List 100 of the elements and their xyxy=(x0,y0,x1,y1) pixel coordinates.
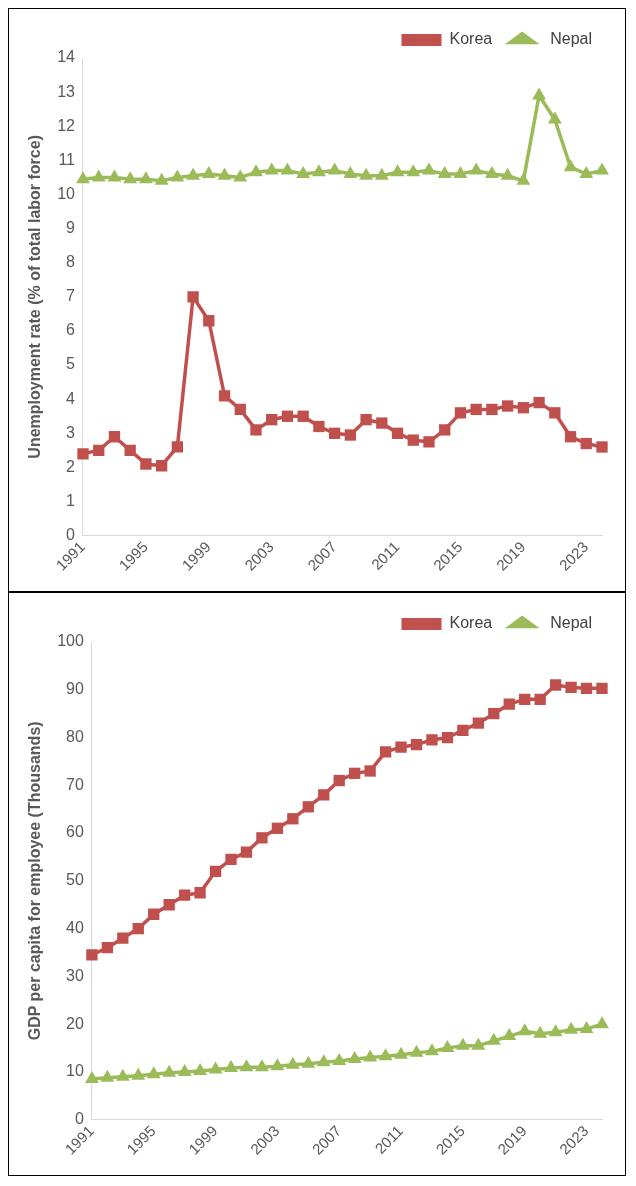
point xyxy=(394,1046,408,1059)
point xyxy=(285,1056,300,1069)
point xyxy=(469,162,484,175)
point xyxy=(250,424,262,436)
point xyxy=(533,396,545,409)
point xyxy=(532,87,547,100)
point xyxy=(171,441,184,453)
legend-label: Nepal xyxy=(550,614,593,632)
point xyxy=(595,1016,609,1029)
point xyxy=(316,1054,331,1067)
point xyxy=(100,1069,115,1082)
y-tick-label: 20 xyxy=(66,1014,84,1032)
point xyxy=(454,407,467,419)
point xyxy=(534,693,546,705)
point xyxy=(549,679,562,691)
point xyxy=(178,889,191,901)
y-tick-label: 6 xyxy=(66,321,76,339)
y-tick-label: 60 xyxy=(66,823,84,841)
point xyxy=(117,932,129,944)
point xyxy=(457,724,469,737)
y-tick-label: 2 xyxy=(66,457,76,475)
point xyxy=(547,111,562,124)
point xyxy=(500,167,515,180)
point xyxy=(187,291,199,303)
point xyxy=(280,162,295,175)
point xyxy=(349,767,361,780)
y-tick-label: 0 xyxy=(66,526,76,544)
point xyxy=(240,846,253,858)
y-tick-label: 3 xyxy=(66,423,76,441)
point xyxy=(596,682,608,694)
point xyxy=(374,167,389,180)
point xyxy=(564,1021,579,1034)
point xyxy=(596,441,608,453)
y-tick-label: 14 xyxy=(57,48,76,66)
point xyxy=(208,1061,223,1074)
point xyxy=(193,1062,208,1075)
point xyxy=(301,1055,316,1068)
y-tick-label: 12 xyxy=(57,116,76,134)
point xyxy=(519,693,531,705)
point xyxy=(410,739,423,751)
y-tick-label: 10 xyxy=(66,1062,84,1080)
legend-label: Korea xyxy=(449,30,493,48)
point xyxy=(186,167,201,180)
point xyxy=(233,169,248,182)
point xyxy=(209,865,222,877)
point xyxy=(255,1059,269,1072)
point xyxy=(318,789,330,801)
point xyxy=(217,167,232,180)
y-tick-label: 0 xyxy=(74,1110,84,1128)
point xyxy=(344,429,357,441)
point xyxy=(225,853,237,865)
point xyxy=(472,717,484,729)
point xyxy=(296,166,311,179)
point xyxy=(549,407,561,419)
point xyxy=(423,436,435,448)
y-tick-label: 1 xyxy=(66,491,76,509)
point xyxy=(533,1025,548,1038)
point xyxy=(271,822,284,834)
point xyxy=(302,801,314,813)
point xyxy=(517,1023,532,1036)
point xyxy=(563,159,578,172)
point xyxy=(364,765,376,777)
point xyxy=(194,887,206,899)
point xyxy=(409,1044,424,1057)
point xyxy=(579,166,594,179)
point xyxy=(376,417,388,429)
point xyxy=(218,390,231,402)
y-tick-label: 90 xyxy=(66,680,84,698)
point xyxy=(437,166,452,179)
point xyxy=(486,1032,501,1045)
y-tick-label: 5 xyxy=(66,355,76,373)
point xyxy=(313,420,325,433)
point xyxy=(249,164,263,177)
point xyxy=(363,1049,378,1062)
point xyxy=(439,424,451,436)
point xyxy=(359,167,374,180)
point xyxy=(379,746,392,758)
point xyxy=(517,402,530,414)
point xyxy=(256,832,268,844)
point xyxy=(391,427,404,439)
point xyxy=(311,164,326,177)
point xyxy=(297,410,309,422)
point xyxy=(287,813,299,825)
point xyxy=(501,400,514,412)
point xyxy=(177,1063,192,1076)
legend-label: Nepal xyxy=(550,30,593,48)
point xyxy=(328,427,341,439)
y-axis-title: GDP per capita for employee (Thousands) xyxy=(26,721,44,1041)
point xyxy=(140,458,152,470)
point xyxy=(407,434,419,446)
point xyxy=(378,1048,393,1061)
point xyxy=(470,403,482,416)
point xyxy=(333,774,345,787)
point xyxy=(390,164,405,177)
point xyxy=(162,1064,177,1077)
point xyxy=(124,444,136,457)
point xyxy=(76,171,90,184)
point xyxy=(264,162,279,175)
point xyxy=(347,1051,362,1064)
point xyxy=(579,1020,594,1033)
